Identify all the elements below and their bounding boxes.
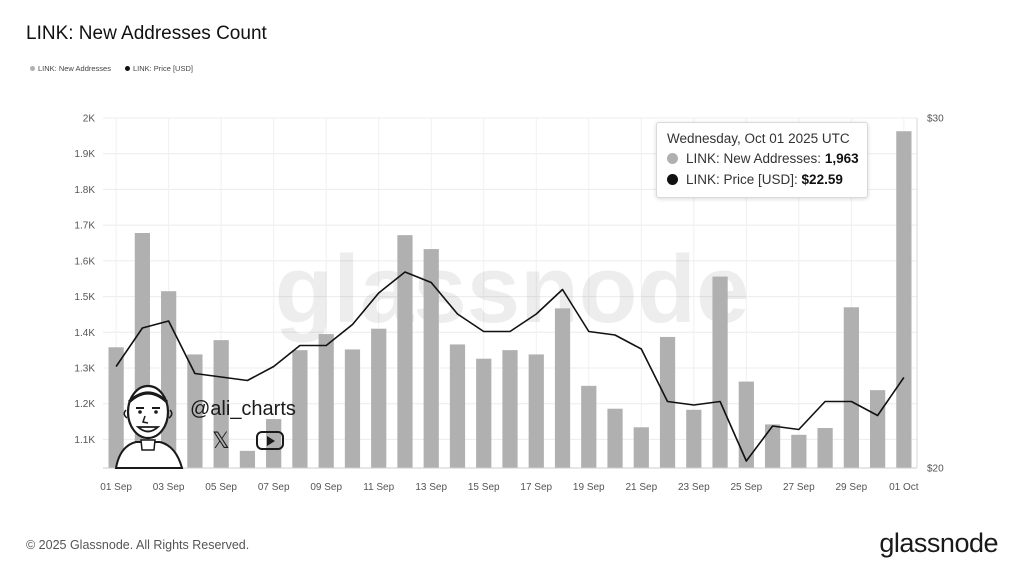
- chart-title: LINK: New Addresses Count: [26, 23, 267, 44]
- tooltip-row2-value: $22.59: [801, 172, 843, 187]
- x-tick-label: 15 Sep: [468, 482, 500, 493]
- x-tick-label: 23 Sep: [678, 482, 710, 493]
- bar: [581, 385, 597, 468]
- author-handle: @ali_charts: [190, 398, 296, 420]
- tooltip-dot-new-addresses: [667, 153, 678, 164]
- x-tick-label: 27 Sep: [783, 482, 815, 493]
- bar: [449, 344, 466, 468]
- legend-dot-new-addresses: [30, 66, 35, 71]
- tooltip-date: Wednesday, Oct 01 2025 UTC: [667, 131, 850, 146]
- bar: [318, 334, 334, 468]
- y-left-tick-label: 1.2K: [74, 399, 95, 410]
- x-tick-label: 13 Sep: [415, 482, 447, 493]
- legend-item-new-addresses[interactable]: LINK: New Addresses: [30, 64, 111, 73]
- x-tick-label: 07 Sep: [258, 482, 290, 493]
- x-tick-label: 05 Sep: [205, 482, 237, 493]
- legend-label-price: LINK: Price [USD]: [132, 64, 193, 73]
- y-right-tick-label: $20: [927, 464, 944, 475]
- x-tick-label: 21 Sep: [625, 482, 657, 493]
- youtube-play-icon: [256, 431, 284, 450]
- bar: [528, 354, 544, 468]
- y-left-tick-label: 1.4K: [74, 328, 95, 339]
- y-left-tick-label: 1.8K: [74, 185, 95, 196]
- tooltip-row-new-addresses: LINK: New Addresses: 1,963: [667, 151, 859, 166]
- bar: [791, 434, 807, 468]
- bar: [476, 358, 492, 468]
- price-series-line: [115, 271, 905, 462]
- y-left-tick-label: 1.7K: [74, 221, 95, 232]
- x-tick-label: 01 Oct: [889, 482, 919, 493]
- y-left-tick-label: 2K: [83, 114, 96, 125]
- y-left-tick-label: 1.1K: [74, 435, 95, 446]
- y-left-tick-label: 1.5K: [74, 292, 95, 303]
- y-right-tick-label: $30: [927, 114, 944, 125]
- tooltip-label-new-addresses: LINK: New Addresses: 1,963: [686, 151, 859, 166]
- y-left-tick-label: 1.3K: [74, 364, 95, 375]
- bar: [633, 427, 649, 468]
- brand-logo[interactable]: glassnode: [879, 528, 998, 558]
- bar: [423, 249, 439, 468]
- tooltip-label-price: LINK: Price [USD]: $22.59: [686, 172, 843, 187]
- bar: [843, 307, 859, 468]
- bar: [607, 408, 623, 468]
- bar: [187, 354, 203, 468]
- bar: [292, 350, 308, 468]
- tooltip-row-price: LINK: Price [USD]: $22.59: [667, 172, 843, 187]
- x-tick-label: 03 Sep: [153, 482, 185, 493]
- bar: [764, 424, 781, 468]
- bar: [108, 347, 124, 468]
- x-tick-label: 17 Sep: [520, 482, 552, 493]
- x-logo-icon: 𝕏: [212, 428, 230, 453]
- x-tick-label: 29 Sep: [836, 482, 868, 493]
- x-tick-label: 19 Sep: [573, 482, 605, 493]
- bar: [344, 349, 361, 468]
- bars: [108, 131, 912, 468]
- bar: [738, 381, 754, 468]
- y-left-tick-label: 1.6K: [74, 256, 95, 267]
- author-badge: @ali_charts 𝕏: [108, 380, 328, 470]
- bar: [686, 409, 702, 468]
- x-tick-label: 09 Sep: [310, 482, 342, 493]
- price-line: [115, 271, 905, 462]
- bar: [554, 308, 571, 468]
- legend-label-new-addresses: LINK: New Addresses: [38, 64, 111, 73]
- bar: [712, 276, 728, 468]
- bar: [896, 131, 912, 468]
- avatar: [114, 384, 184, 469]
- bar: [659, 336, 676, 468]
- legend-dot-price: [124, 66, 130, 71]
- tooltip-dot-price: [667, 174, 678, 185]
- copyright-text: © 2025 Glassnode. All Rights Reserved.: [26, 538, 250, 552]
- x-tick-label: 01 Sep: [100, 482, 132, 493]
- legend: LINK: New Addresses LINK: Price [USD]: [30, 64, 193, 73]
- axes: 1.1K 1.2K 1.3K 1.4K 1.5K 1.6K 1.7K 1.8K 1.9K 2K $2…: [74, 114, 944, 494]
- y-left-tick-label: 1.9K: [74, 149, 95, 160]
- tooltip-row1-label: LINK: New Addresses:: [686, 151, 822, 166]
- bar: [869, 390, 886, 468]
- bar: [397, 235, 413, 468]
- x-tick-label: 11 Sep: [363, 482, 394, 493]
- bar: [213, 340, 229, 468]
- x-tick-label: 25 Sep: [730, 482, 762, 493]
- legend-item-price[interactable]: LINK: Price [USD]: [124, 64, 193, 73]
- bar: [239, 450, 256, 468]
- bar: [817, 428, 833, 468]
- tooltip: Wednesday, Oct 01 2025 UTC LINK: New Add…: [656, 122, 868, 198]
- watermark-text: glassnode: [275, 236, 750, 343]
- bar: [371, 328, 387, 468]
- tooltip-row2-label: LINK: Price [USD]:: [686, 172, 798, 187]
- tooltip-row1-value: 1,963: [824, 151, 859, 166]
- bar: [502, 350, 518, 468]
